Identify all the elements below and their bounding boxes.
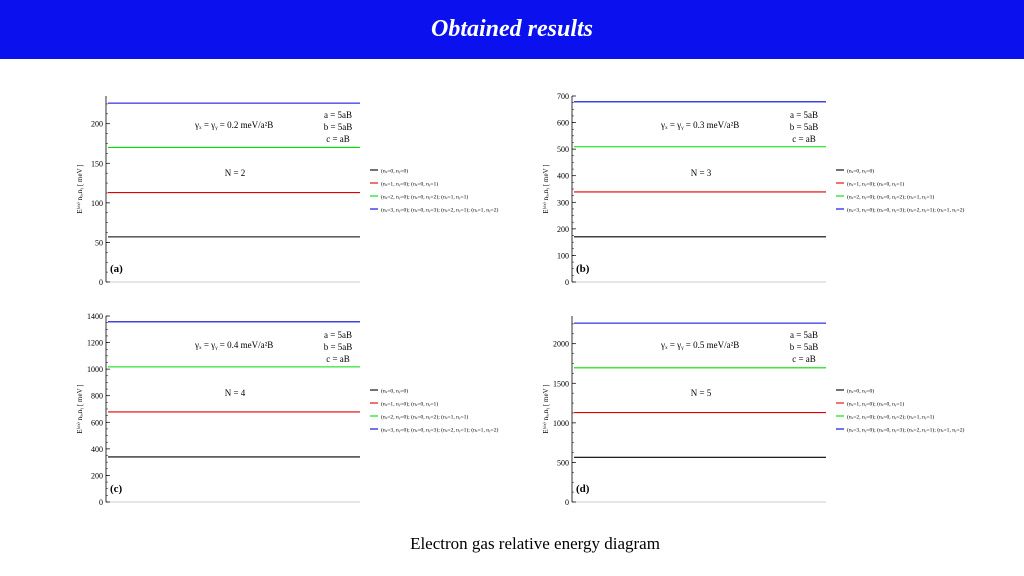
legend-entry: (nₓ=3, nᵧ=0); (nₓ=0, nᵧ=3); (nₓ=2, nᵧ=1)… bbox=[847, 427, 964, 434]
chart-panel-a: 0 50 100 150 200 E⁽ᵈʳ⁾ nₓ,nᵧ [ meV ] γₓ = γᵧ =… bbox=[70, 92, 530, 302]
y-tick-label: 100 bbox=[557, 251, 569, 260]
n-label: N = 2 bbox=[225, 168, 246, 178]
y-tick-label: 1000 bbox=[553, 419, 569, 428]
y-axis-label: E⁽ᵈʳ⁾ nₓ,nᵧ [ meV ] bbox=[542, 384, 550, 433]
param-label: b = 5aB bbox=[324, 342, 353, 352]
y-axis-label: E⁽ᵈʳ⁾ nₓ,nᵧ [ meV ] bbox=[76, 384, 84, 433]
legend-entry: (nₓ=0, nᵧ=0) bbox=[381, 388, 408, 395]
chart-panel-b: 0 100 200 300 400 500 600 700 E⁽ᵈʳ⁾ nₓ,nᵧ [ meV … bbox=[536, 92, 996, 302]
y-tick-label: 200 bbox=[91, 120, 103, 129]
y-tick-label: 700 bbox=[557, 92, 569, 101]
param-label: b = 5aB bbox=[324, 122, 353, 132]
gamma-label: γₓ = γᵧ = 0.4 meV/a²B bbox=[194, 340, 273, 351]
energy-level-chart: 0 500 1000 1500 2000 E⁽ᵈʳ⁾ nₓ,nᵧ [ meV ] γₓ = … bbox=[542, 316, 964, 507]
panel-label: (c) bbox=[110, 483, 123, 495]
legend-entry: (nₓ=1, nᵧ=0); (nₓ=0, nᵧ=1) bbox=[847, 401, 904, 408]
y-tick-label: 400 bbox=[91, 445, 103, 454]
page-title: Obtained results bbox=[430, 16, 594, 42]
y-tick-label: 1500 bbox=[553, 379, 569, 388]
y-tick-label: 200 bbox=[91, 471, 103, 480]
figure-caption: Electron gas relative energy diagram bbox=[410, 534, 660, 553]
param-label: a = 5aB bbox=[324, 330, 352, 340]
legend-entry: (nₓ=1, nᵧ=0); (nₓ=0, nᵧ=1) bbox=[381, 401, 438, 408]
y-tick-label: 400 bbox=[557, 172, 569, 181]
legend-entry: (nₓ=2, nᵧ=0); (nₓ=0, nᵧ=2); (nₓ=1, nᵧ=1) bbox=[381, 194, 468, 201]
y-tick-label: 150 bbox=[91, 159, 103, 168]
n-label: N = 3 bbox=[691, 168, 712, 178]
y-tick-label: 500 bbox=[557, 458, 569, 467]
y-tick-label: 2000 bbox=[553, 340, 569, 349]
legend-entry: (nₓ=0, nᵧ=0) bbox=[847, 168, 874, 175]
n-label: N = 5 bbox=[691, 388, 712, 398]
panel-label: (d) bbox=[576, 483, 590, 495]
legend-entry: (nₓ=2, nᵧ=0); (nₓ=0, nᵧ=2); (nₓ=1, nᵧ=1) bbox=[381, 414, 468, 421]
param-label: c = aB bbox=[792, 134, 816, 144]
panel-label: (a) bbox=[110, 263, 123, 275]
gamma-label: γₓ = γᵧ = 0.2 meV/a²B bbox=[194, 120, 273, 131]
panel-label: (b) bbox=[576, 263, 590, 275]
y-axis-label: E⁽ᵈʳ⁾ nₓ,nᵧ [ meV ] bbox=[76, 164, 84, 213]
energy-level-chart: 0 200 400 600 800 1000 1200 1400 E⁽ᵈʳ⁾ nₓ,nᵧ [ m… bbox=[76, 312, 498, 507]
param-label: a = 5aB bbox=[324, 110, 352, 120]
y-tick-label: 800 bbox=[91, 392, 103, 401]
y-tick-label: 500 bbox=[557, 145, 569, 154]
param-label: a = 5aB bbox=[790, 330, 818, 340]
legend-entry: (nₓ=3, nᵧ=0); (nₓ=0, nᵧ=3); (nₓ=2, nᵧ=1)… bbox=[381, 427, 498, 434]
legend-entry: (nₓ=3, nᵧ=0); (nₓ=0, nᵧ=3); (nₓ=2, nᵧ=1)… bbox=[381, 207, 498, 214]
param-label: c = aB bbox=[792, 354, 816, 364]
y-tick-label: 600 bbox=[557, 119, 569, 128]
chart-panel-d: 0 500 1000 1500 2000 E⁽ᵈʳ⁾ nₓ,nᵧ [ meV ] γₓ = … bbox=[536, 312, 996, 522]
y-tick-label: 300 bbox=[557, 198, 569, 207]
title-bar: Obtained results bbox=[0, 0, 1024, 59]
y-tick-label: 100 bbox=[91, 199, 103, 208]
param-label: b = 5aB bbox=[790, 342, 819, 352]
gamma-label: γₓ = γᵧ = 0.5 meV/a²B bbox=[660, 340, 739, 351]
legend-entry: (nₓ=0, nᵧ=0) bbox=[847, 388, 874, 395]
y-tick-label: 0 bbox=[565, 498, 569, 507]
param-label: c = aB bbox=[326, 134, 350, 144]
legend-entry: (nₓ=2, nᵧ=0); (nₓ=0, nᵧ=2); (nₓ=1, nᵧ=1) bbox=[847, 194, 934, 201]
chart-panel-c: 0 200 400 600 800 1000 1200 1400 E⁽ᵈʳ⁾ nₓ,nᵧ [ m… bbox=[70, 312, 530, 522]
y-tick-label: 0 bbox=[99, 498, 103, 507]
legend-entry: (nₓ=1, nᵧ=0); (nₓ=0, nᵧ=1) bbox=[381, 181, 438, 188]
y-tick-label: 0 bbox=[565, 278, 569, 287]
y-tick-label: 1400 bbox=[87, 312, 103, 321]
y-tick-label: 1000 bbox=[87, 365, 103, 374]
param-label: a = 5aB bbox=[790, 110, 818, 120]
param-label: c = aB bbox=[326, 354, 350, 364]
legend-entry: (nₓ=2, nᵧ=0); (nₓ=0, nᵧ=2); (nₓ=1, nᵧ=1) bbox=[847, 414, 934, 421]
y-tick-label: 600 bbox=[91, 418, 103, 427]
param-label: b = 5aB bbox=[790, 122, 819, 132]
y-tick-label: 200 bbox=[557, 225, 569, 234]
gamma-label: γₓ = γᵧ = 0.3 meV/a²B bbox=[660, 120, 739, 131]
energy-level-chart: 0 100 200 300 400 500 600 700 E⁽ᵈʳ⁾ nₓ,nᵧ [ meV … bbox=[542, 92, 964, 287]
y-tick-label: 1200 bbox=[87, 339, 103, 348]
legend-entry: (nₓ=3, nᵧ=0); (nₓ=0, nᵧ=3); (nₓ=2, nᵧ=1)… bbox=[847, 207, 964, 214]
y-tick-label: 50 bbox=[95, 238, 103, 247]
y-tick-label: 0 bbox=[99, 278, 103, 287]
energy-level-chart: 0 50 100 150 200 E⁽ᵈʳ⁾ nₓ,nᵧ [ meV ] γₓ = γᵧ =… bbox=[76, 96, 498, 287]
n-label: N = 4 bbox=[225, 388, 246, 398]
y-axis-label: E⁽ᵈʳ⁾ nₓ,nᵧ [ meV ] bbox=[542, 164, 550, 213]
legend-entry: (nₓ=0, nᵧ=0) bbox=[381, 168, 408, 175]
legend-entry: (nₓ=1, nᵧ=0); (nₓ=0, nᵧ=1) bbox=[847, 181, 904, 188]
